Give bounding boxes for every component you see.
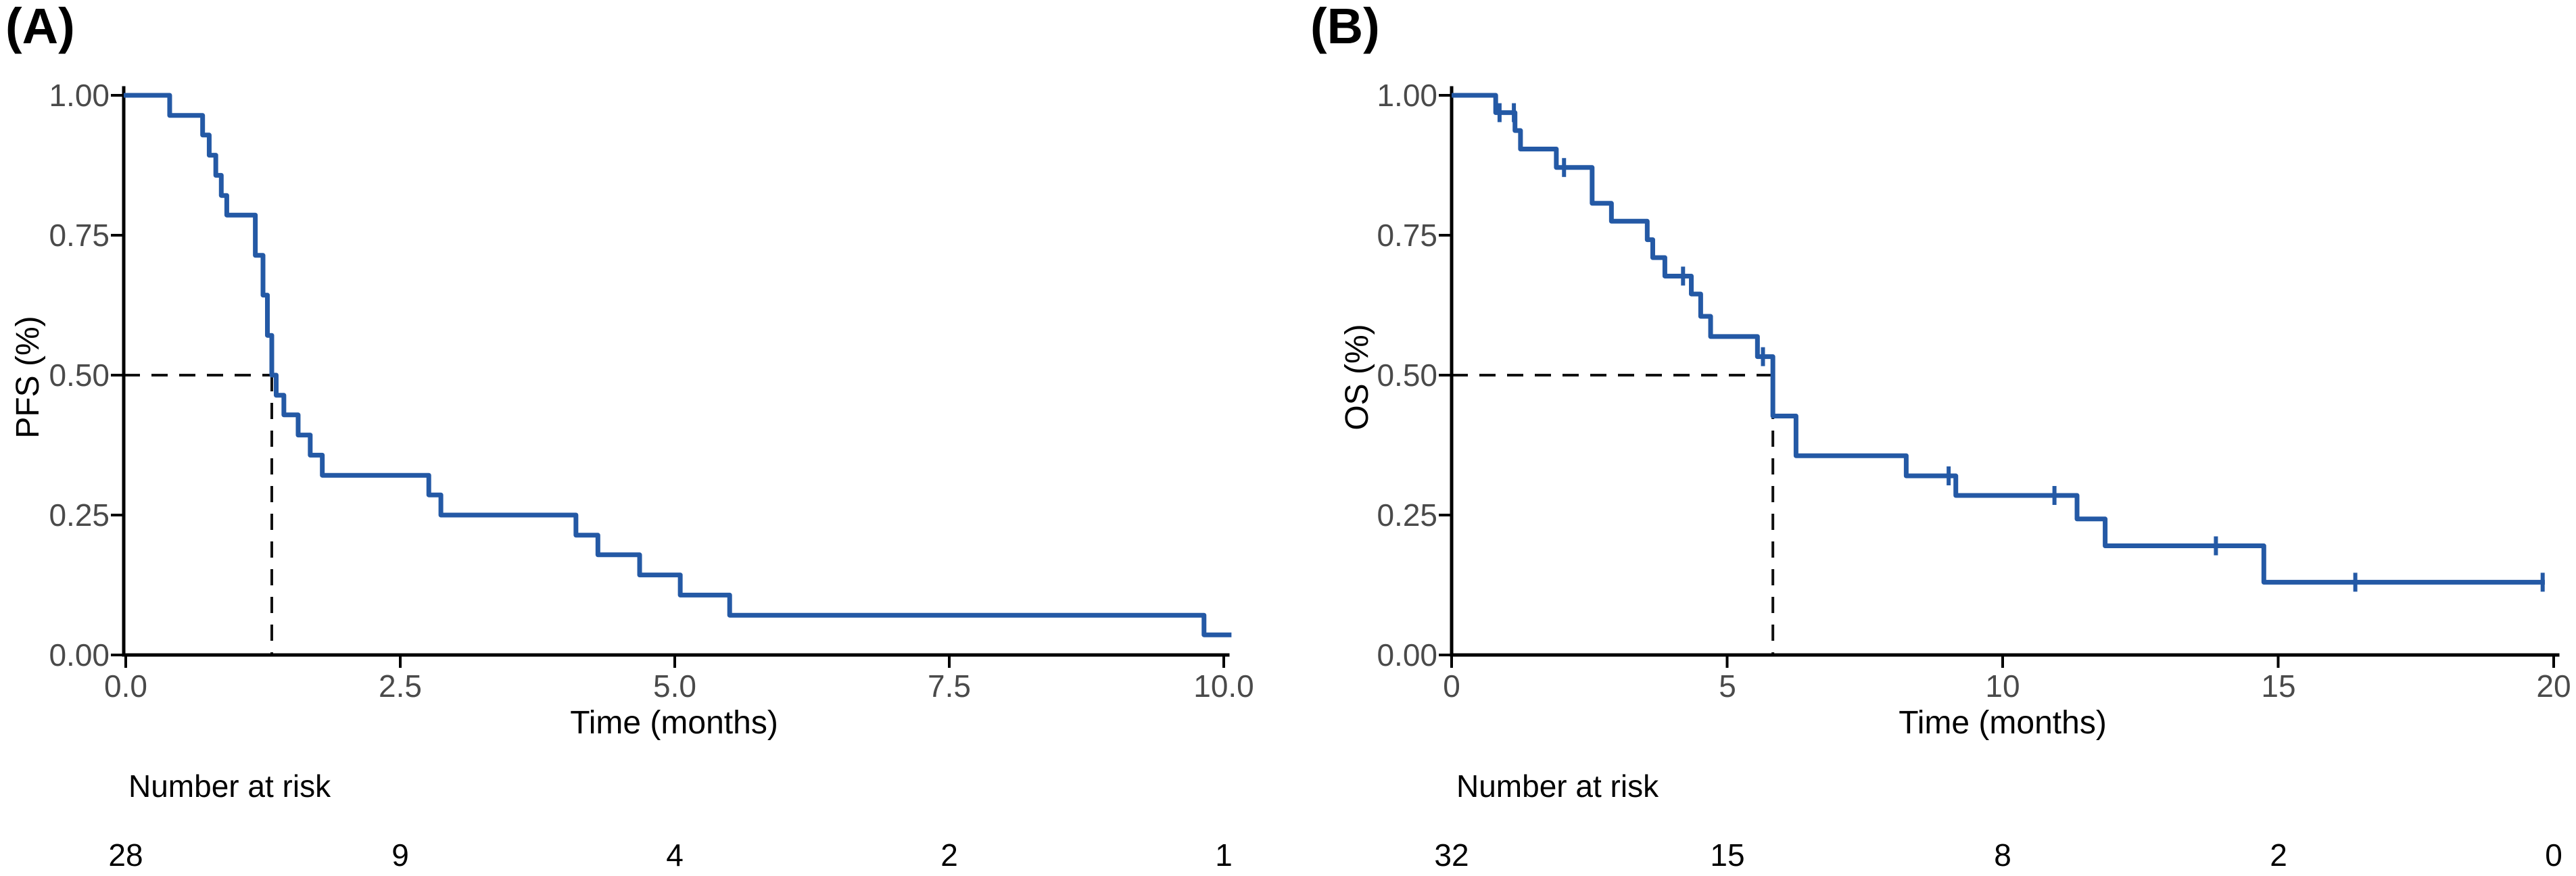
panel-a-x-tick-label: 0.0 [104,668,147,704]
panel-b-x-tick-label: 5 [1719,668,1736,704]
panel-a-at-risk-value: 28 [108,837,143,873]
panel-a-y-tick-label: 0.50 [49,358,110,393]
panel-a-x-tick-label: 5.0 [653,668,696,704]
panel-b-x-tick-label: 10 [1985,668,2020,704]
km-step-curve [1452,93,2545,585]
panel-b-label: (B) [1310,0,1380,54]
panel-a-x-tick-label: 7.5 [928,668,971,704]
tick-marks [111,94,1225,668]
panel-b-y-tick-label: 0.50 [1377,358,1437,393]
panel-a-y-tick-label: 0.25 [49,497,110,533]
median-dashed-line [124,374,273,655]
panel-a-at-risk-value: 1 [1215,837,1233,873]
panel-a-x-tick-label: 10.0 [1193,668,1254,704]
panel-a-y-tick-label: 0.00 [49,637,110,673]
axis-lines [1450,86,2560,657]
panel-b-y-tick-label: 0.75 [1377,218,1437,253]
panel-b-at-risk-value: 0 [2545,837,2562,873]
panel-b-x-tick-label: 0 [1443,668,1460,704]
panel-b-x-tick-label: 15 [2261,668,2296,704]
median-dashed-line [1452,374,1775,655]
panel-b-x-axis-title: Time (months) [1899,705,2107,741]
panel-b-y-axis-title: OS (%) [1339,324,1375,431]
panel-a-at-risk-value: 9 [391,837,409,873]
panel-b-y-tick-label: 0.00 [1377,637,1437,673]
panel-b-number-at-risk-header: Number at risk [1456,769,1659,804]
panel-b-y-tick-label: 0.25 [1377,497,1437,533]
panel-b-at-risk-value: 15 [1710,837,1745,873]
panel-b-y-tick-label: 1.00 [1377,78,1437,113]
panel-a-x-axis-title: Time (months) [570,705,778,741]
panel-a-at-risk-value: 4 [666,837,684,873]
axis-lines [122,86,1230,657]
panel-a-y-axis-title: PFS (%) [10,316,46,439]
panel-b-at-risk-value: 8 [1994,837,2011,873]
panel-a-number-at-risk-header: Number at risk [128,769,331,804]
panel-b-at-risk-value: 2 [2270,837,2287,873]
panel-b-x-tick-label: 20 [2536,668,2571,704]
panel-a-at-risk-value: 2 [940,837,958,873]
tick-marks [1439,94,2555,668]
panel-a-y-tick-label: 0.75 [49,218,110,253]
panel-b-at-risk-value: 32 [1434,837,1469,873]
panel-a-x-tick-label: 2.5 [379,668,422,704]
panel-a-y-tick-label: 1.00 [49,78,110,113]
panel-a-label: (A) [5,0,75,54]
km-step-curve [124,93,1232,637]
